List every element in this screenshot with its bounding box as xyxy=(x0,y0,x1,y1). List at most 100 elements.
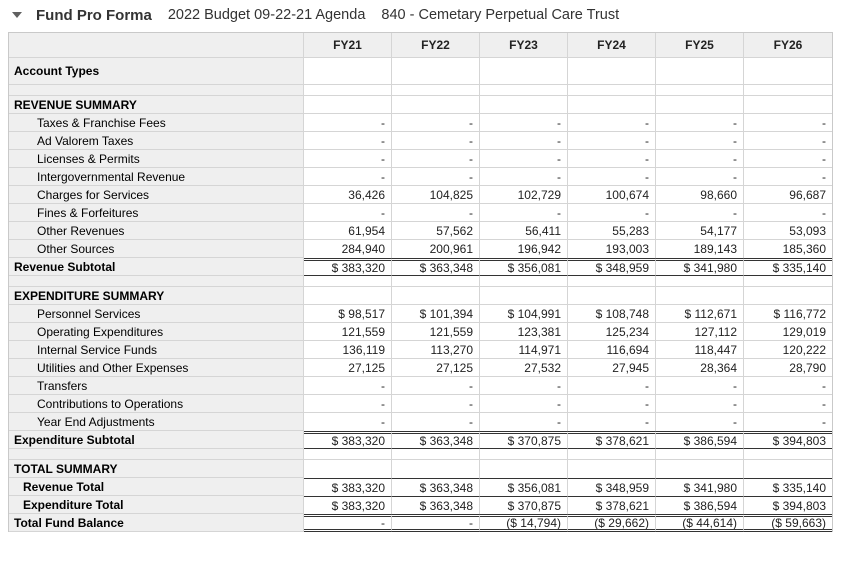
cell-fy23 xyxy=(480,85,568,96)
cell-fy22: $ 363,348 xyxy=(392,258,480,276)
cell-fy26: 28,790 xyxy=(744,359,832,377)
cell-fy24: - xyxy=(568,132,656,150)
cell-fy25: 127,112 xyxy=(656,323,744,341)
cell-fy23: - xyxy=(480,395,568,413)
cell-fy22: 27,125 xyxy=(392,359,480,377)
cell-fy23: ($ 14,794) xyxy=(480,514,568,532)
cell-fy23: 56,411 xyxy=(480,222,568,240)
cell-fy22: 121,559 xyxy=(392,323,480,341)
column-header-fy21: FY21 xyxy=(304,33,392,58)
row-label: Fines & Forfeitures xyxy=(9,204,304,222)
row-label: Revenue Total xyxy=(9,478,304,496)
cell-fy24: - xyxy=(568,150,656,168)
cell-fy24: $ 348,959 xyxy=(568,258,656,276)
row-label: Internal Service Funds xyxy=(9,341,304,359)
cell-fy26: - xyxy=(744,377,832,395)
cell-fy26: - xyxy=(744,132,832,150)
row-label: Taxes & Franchise Fees xyxy=(9,114,304,132)
cell-fy25 xyxy=(656,58,744,85)
cell-fy26: $ 335,140 xyxy=(744,258,832,276)
row-label: REVENUE SUMMARY xyxy=(9,96,304,114)
row-label: Transfers xyxy=(9,377,304,395)
cell-fy25: - xyxy=(656,377,744,395)
cell-fy23 xyxy=(480,287,568,305)
cell-fy24: - xyxy=(568,395,656,413)
collapse-caret-icon[interactable] xyxy=(12,12,22,18)
cell-fy23 xyxy=(480,460,568,478)
row-personnel-services: Personnel Services $ 98,517 $ 101,394 $ … xyxy=(9,305,832,323)
cell-fy26 xyxy=(744,85,832,96)
cell-fy22: - xyxy=(392,377,480,395)
row-spacer xyxy=(9,449,832,460)
row-spacer xyxy=(9,276,832,287)
cell-fy26: $ 116,772 xyxy=(744,305,832,323)
row-label: TOTAL SUMMARY xyxy=(9,460,304,478)
cell-fy25: - xyxy=(656,132,744,150)
row-label xyxy=(9,85,304,96)
cell-fy22 xyxy=(392,287,480,305)
cell-fy24: - xyxy=(568,377,656,395)
cell-fy23: 114,971 xyxy=(480,341,568,359)
row-taxes-franchise-fees: Taxes & Franchise Fees - - - - - - xyxy=(9,114,832,132)
cell-fy21 xyxy=(304,58,392,85)
row-label: Expenditure Subtotal xyxy=(9,431,304,449)
cell-fy26: - xyxy=(744,204,832,222)
row-label xyxy=(9,449,304,460)
cell-fy25: - xyxy=(656,413,744,431)
row-expenditure-total: Expenditure Total $ 383,320 $ 363,348 $ … xyxy=(9,496,832,514)
row-label: Expenditure Total xyxy=(9,496,304,514)
cell-fy22: $ 363,348 xyxy=(392,478,480,496)
cell-fy26 xyxy=(744,96,832,114)
cell-fy22 xyxy=(392,460,480,478)
cell-fy24: 27,945 xyxy=(568,359,656,377)
cell-fy23: - xyxy=(480,150,568,168)
cell-fy21: $ 98,517 xyxy=(304,305,392,323)
cell-fy24 xyxy=(568,287,656,305)
cell-fy25: $ 341,980 xyxy=(656,258,744,276)
row-revenue-summary: REVENUE SUMMARY xyxy=(9,96,832,114)
cell-fy26: ($ 59,663) xyxy=(744,514,832,532)
cell-fy25: - xyxy=(656,168,744,186)
cell-fy23: - xyxy=(480,114,568,132)
row-label: Total Fund Balance xyxy=(9,514,304,532)
cell-fy25: $ 341,980 xyxy=(656,478,744,496)
cell-fy24: $ 108,748 xyxy=(568,305,656,323)
cell-fy25 xyxy=(656,287,744,305)
cell-fy22: - xyxy=(392,150,480,168)
row-other-revenues: Other Revenues 61,954 57,562 56,411 55,2… xyxy=(9,222,832,240)
cell-fy23: 196,942 xyxy=(480,240,568,258)
cell-fy26: - xyxy=(744,114,832,132)
cell-fy24: 125,234 xyxy=(568,323,656,341)
cell-fy21: - xyxy=(304,377,392,395)
column-header-fy25: FY25 xyxy=(656,33,744,58)
cell-fy23: - xyxy=(480,168,568,186)
report-title: Fund Pro Forma xyxy=(36,6,152,24)
row-label: Personnel Services xyxy=(9,305,304,323)
cell-fy23: - xyxy=(480,413,568,431)
cell-fy24: 116,694 xyxy=(568,341,656,359)
cell-fy25: $ 112,671 xyxy=(656,305,744,323)
cell-fy25 xyxy=(656,276,744,287)
cell-fy22: 200,961 xyxy=(392,240,480,258)
cell-fy22: 104,825 xyxy=(392,186,480,204)
row-spacer xyxy=(9,85,832,96)
cell-fy21: - xyxy=(304,132,392,150)
row-label: Other Revenues xyxy=(9,222,304,240)
row-expenditure-summary: EXPENDITURE SUMMARY xyxy=(9,287,832,305)
row-account-types: Account Types xyxy=(9,58,832,85)
row-transfers: Transfers - - - - - - xyxy=(9,377,832,395)
cell-fy22: $ 363,348 xyxy=(392,496,480,514)
cell-fy22: - xyxy=(392,395,480,413)
row-expenditure-subtotal: Expenditure Subtotal $ 383,320 $ 363,348… xyxy=(9,431,832,449)
cell-fy25: $ 386,594 xyxy=(656,496,744,514)
cell-fy26 xyxy=(744,276,832,287)
cell-fy24: - xyxy=(568,114,656,132)
cell-fy24 xyxy=(568,58,656,85)
cell-fy26 xyxy=(744,460,832,478)
cell-fy24 xyxy=(568,85,656,96)
cell-fy25 xyxy=(656,460,744,478)
row-label: Other Sources xyxy=(9,240,304,258)
cell-fy21: - xyxy=(304,204,392,222)
column-header-fy22: FY22 xyxy=(392,33,480,58)
cell-fy22 xyxy=(392,85,480,96)
